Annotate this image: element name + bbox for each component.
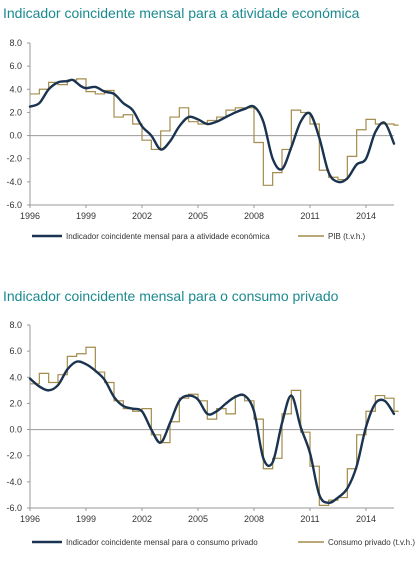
y-tick-label: 2.0 (9, 398, 22, 408)
legend-label-reference: PIB (t.v.h.) (328, 232, 366, 241)
chart-activity: Indicador coincidente mensal para a ativ… (0, 0, 416, 275)
y-tick-label: -4.0 (6, 177, 22, 187)
x-tick-label: 1996 (20, 514, 40, 524)
y-tick-label: -2.0 (6, 451, 22, 461)
legend-label-reference: Consumo privado (t.v.h.) (328, 538, 415, 547)
x-tick-label: 2005 (188, 514, 208, 524)
x-tick-label: 2014 (356, 211, 376, 221)
y-tick-label: 8.0 (9, 38, 22, 48)
x-tick-label: 1999 (76, 514, 96, 524)
x-tick-label: 2008 (244, 514, 264, 524)
series-line-indicator (28, 360, 396, 504)
y-tick-label: 2.0 (9, 107, 22, 117)
x-tick-label: 2014 (356, 514, 376, 524)
y-tick-label: -2.0 (6, 154, 22, 164)
x-tick-label: 2011 (300, 211, 319, 221)
y-tick-label: -6.0 (6, 200, 22, 210)
y-tick-label: -4.0 (6, 477, 22, 487)
x-tick-label: 2005 (188, 211, 208, 221)
legend-label-indicator: Indicador coincidente mensal para o cons… (66, 538, 258, 547)
x-tick-label: 1999 (76, 211, 96, 221)
y-tick-label: 4.0 (9, 372, 22, 382)
y-tick-label: 0.0 (9, 131, 22, 141)
chart-consumption: Indicador coincidente mensal para o cons… (0, 280, 416, 561)
x-tick-label: 2002 (132, 514, 152, 524)
y-tick-label: 6.0 (9, 346, 22, 356)
y-tick-label: 8.0 (9, 320, 22, 330)
series-line-indicator (28, 78, 396, 184)
series-line-reference (30, 78, 399, 186)
y-tick-label: 4.0 (9, 84, 22, 94)
chart-title: Indicador coincidente mensal para o cons… (3, 288, 339, 304)
y-tick-label: 6.0 (9, 61, 22, 71)
x-tick-label: 2011 (300, 514, 319, 524)
chart-title: Indicador coincidente mensal para a ativ… (3, 5, 360, 21)
x-tick-label: 1996 (20, 211, 40, 221)
y-tick-label: -6.0 (6, 503, 22, 513)
x-tick-label: 2008 (244, 211, 264, 221)
y-tick-label: 0.0 (9, 425, 22, 435)
legend-label-indicator: Indicador coincidente mensal para a ativ… (66, 232, 270, 241)
series-line-reference (30, 346, 399, 506)
x-tick-label: 2002 (132, 211, 152, 221)
